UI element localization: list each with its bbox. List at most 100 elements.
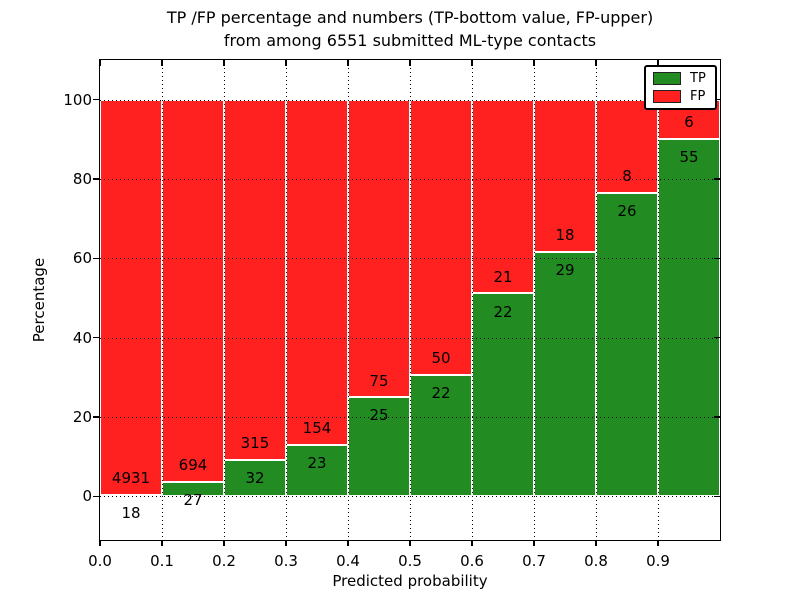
x-tick-mark xyxy=(223,540,225,546)
vertical-gridline xyxy=(534,60,535,540)
chart-title-block: TP /FP percentage and numbers (TP-bottom… xyxy=(100,6,720,52)
x-tick-mark xyxy=(161,540,163,546)
y-tick-mark xyxy=(93,257,99,260)
fp-count-label: 8 xyxy=(622,167,632,186)
y-tick-label: 80 xyxy=(72,170,92,188)
fp-legend-swatch-icon xyxy=(653,90,681,103)
vertical-gridline xyxy=(224,60,225,540)
y-tick-mark xyxy=(714,178,720,180)
y-tick-mark xyxy=(93,336,99,339)
tp-bar-segment xyxy=(658,138,720,497)
x-tick-mark xyxy=(471,60,473,66)
x-tick-mark xyxy=(657,540,659,546)
fp-count-label: 315 xyxy=(240,434,270,453)
tp-bar-segment xyxy=(472,293,534,497)
tp-legend-swatch-icon xyxy=(653,72,681,85)
y-tick-label: 20 xyxy=(72,408,92,427)
x-tick-label: 0.1 xyxy=(150,552,174,570)
x-tick-label: 0.8 xyxy=(584,552,608,570)
x-tick-mark xyxy=(285,540,287,546)
horizontal-gridline xyxy=(100,258,720,260)
chart-subtitle: from among 6551 submitted ML-type contac… xyxy=(223,31,597,50)
y-tick-label: 0 xyxy=(82,487,92,506)
legend-label-fp: FP xyxy=(690,89,706,104)
y-tick-label: 60 xyxy=(72,249,92,268)
tp-bar-segment xyxy=(286,444,348,497)
x-tick-label: 0.4 xyxy=(336,552,360,570)
x-tick-mark xyxy=(595,540,597,546)
x-tick-mark xyxy=(285,60,287,66)
horizontal-gridline xyxy=(100,99,720,101)
x-tick-mark xyxy=(409,60,411,66)
tp-count-label: 32 xyxy=(245,469,265,488)
tp-bar-segment xyxy=(348,397,410,497)
vertical-gridline xyxy=(286,60,287,540)
tp-count-label: 22 xyxy=(431,384,451,403)
x-tick-mark xyxy=(657,60,659,66)
x-tick-label: 0.5 xyxy=(398,552,422,570)
legend: TP FP xyxy=(644,65,717,110)
y-tick-mark xyxy=(714,416,720,418)
fp-bar-segment xyxy=(286,99,348,445)
x-tick-label: 0.2 xyxy=(212,552,236,570)
x-tick-mark xyxy=(99,60,101,66)
fp-count-label: 21 xyxy=(493,267,513,286)
tp-count-label: 55 xyxy=(679,147,699,166)
tp-count-label: 27 xyxy=(183,490,203,509)
fp-bar-segment xyxy=(162,99,224,482)
legend-item-tp: TP xyxy=(653,72,706,85)
x-tick-mark xyxy=(409,540,411,546)
x-axis-label: Predicted probability xyxy=(332,572,488,590)
x-tick-mark xyxy=(533,60,535,66)
y-axis-label: Percentage xyxy=(30,257,48,343)
x-tick-mark xyxy=(161,60,163,66)
y-tick-label: 100 xyxy=(63,90,92,109)
fp-count-label: 50 xyxy=(431,349,451,368)
x-tick-mark xyxy=(595,60,597,66)
chart-title: TP /FP percentage and numbers (TP-bottom… xyxy=(166,8,654,27)
tp-count-label: 23 xyxy=(307,454,327,473)
tp-bar-segment xyxy=(596,193,658,497)
y-tick-mark xyxy=(93,178,99,180)
tp-bar-segment xyxy=(534,251,596,497)
horizontal-gridline xyxy=(100,496,720,498)
tp-count-label: 26 xyxy=(617,202,637,221)
x-tick-mark xyxy=(471,540,473,546)
tp-count-label: 25 xyxy=(369,406,389,425)
legend-item-fp: FP xyxy=(653,90,706,103)
vertical-gridline xyxy=(596,60,597,540)
tp-count-label: 18 xyxy=(121,504,141,523)
vertical-gridline xyxy=(162,60,163,540)
vertical-gridline xyxy=(658,60,659,540)
fp-bar-segment xyxy=(410,99,472,376)
x-tick-mark xyxy=(347,60,349,66)
y-tick-mark xyxy=(714,98,720,101)
y-tick-mark xyxy=(93,98,99,101)
x-tick-mark xyxy=(533,540,535,546)
fp-count-label: 75 xyxy=(369,371,389,390)
y-tick-label: 40 xyxy=(72,328,92,347)
fp-bar-segment xyxy=(472,99,534,294)
x-tick-mark xyxy=(223,60,225,66)
x-tick-label: 0.6 xyxy=(460,552,484,570)
x-tick-label: 0.0 xyxy=(88,552,112,570)
x-tick-label: 0.3 xyxy=(274,552,298,570)
tp-count-label: 29 xyxy=(555,260,575,279)
vertical-gridline xyxy=(348,60,349,540)
fp-count-label: 4931 xyxy=(111,469,151,488)
fp-count-label: 18 xyxy=(555,225,575,244)
vertical-gridline xyxy=(472,60,473,540)
x-tick-label: 0.7 xyxy=(522,552,546,570)
horizontal-gridline xyxy=(100,337,720,339)
vertical-gridline xyxy=(410,60,411,540)
legend-label-tp: TP xyxy=(690,71,706,86)
tp-count-label: 22 xyxy=(493,302,513,321)
y-tick-mark xyxy=(93,416,99,418)
fp-bar-segment xyxy=(534,99,596,252)
horizontal-gridline xyxy=(100,179,720,180)
x-tick-mark xyxy=(99,540,101,546)
fp-count-label: 6 xyxy=(684,113,694,132)
x-tick-label: 0.9 xyxy=(646,552,670,570)
fp-bar-segment xyxy=(596,99,658,193)
